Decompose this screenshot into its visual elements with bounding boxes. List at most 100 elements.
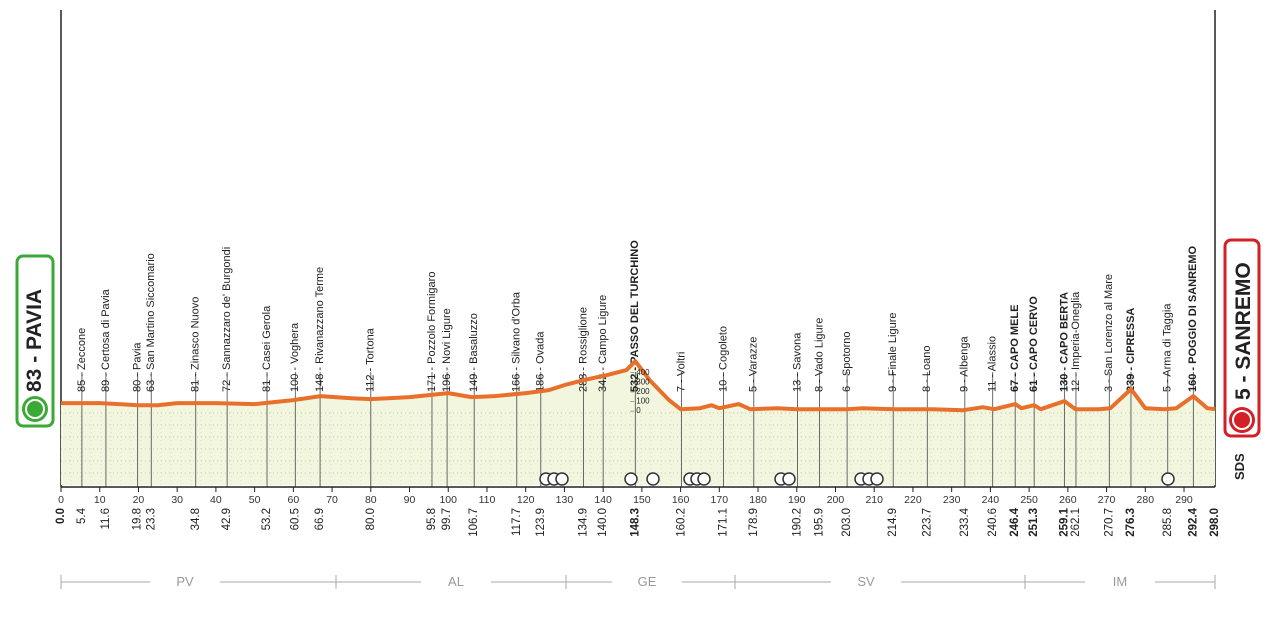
km-label: 251.3 <box>1028 508 1040 537</box>
km-label: 233.4 <box>959 507 971 536</box>
waypoint-label: 61 - CAPO CERVO <box>1028 296 1040 392</box>
x-tick-label: 20 <box>133 494 145 506</box>
x-tick-label: 160 <box>672 494 690 506</box>
x-tick-label: 10 <box>94 494 106 506</box>
x-tick-label: 220 <box>904 494 922 506</box>
km-label: 34.8 <box>190 508 202 530</box>
waypoint-label: 8 - Vado Ligure <box>814 318 826 392</box>
km-label: 123.9 <box>535 508 547 537</box>
km-label: 259.1 <box>1058 507 1070 536</box>
waypoint-label: 186 - Ovada <box>535 331 547 392</box>
province: GE <box>638 574 657 589</box>
waypoint-label: 11 - Alassio <box>987 336 999 392</box>
x-tick-label: 230 <box>943 494 961 506</box>
label-bg <box>831 572 901 590</box>
icon <box>646 472 660 486</box>
km-label: 160.2 <box>675 508 687 537</box>
waypoint-label: 171 - Pozzolo Formigaro <box>426 272 438 392</box>
badge-frame <box>15 254 55 428</box>
start-badge: 83 - PAVIA <box>15 254 55 428</box>
finish-badge: 5 - SANREMO <box>1223 238 1261 438</box>
waypoint-label: 100 - Voghera <box>289 322 301 392</box>
finish-name: 5 - SANREMO <box>1232 262 1255 400</box>
brand: SDS <box>1232 453 1247 480</box>
x-tick-label: 110 <box>479 494 496 506</box>
waypoint-label: 8 - Loano <box>921 346 933 392</box>
y-tick-label: 0 <box>636 406 641 415</box>
km-label: 292.4 <box>1187 507 1199 536</box>
waypoint-label: 81 - Zinasco Nuovo <box>190 297 202 392</box>
x-tick-label: 170 <box>711 494 729 506</box>
waypoint-label: 63 - San Martino Siccomario <box>145 253 157 392</box>
waypoint-label: 166 - Silvano d'Orba <box>511 291 523 392</box>
km-label: 195.9 <box>814 508 826 537</box>
x-tick-label: 250 <box>1020 494 1038 506</box>
icon <box>624 472 638 486</box>
x-tick-label: 280 <box>1137 494 1155 506</box>
x-tick-label: 70 <box>326 494 338 506</box>
start-name: 83 - PAVIA <box>23 289 46 392</box>
x-tick-label: 50 <box>249 494 261 506</box>
waypoint-label: 342 - Campo Ligure <box>597 295 609 392</box>
province: PV <box>176 574 194 589</box>
x-tick-label: 60 <box>288 494 300 506</box>
waypoint-label: 12 - Imperia-Oneglia <box>1070 291 1082 392</box>
km-label: 223.7 <box>921 508 933 537</box>
waypoint-label: 130 - CAPO BERTA <box>1058 292 1070 392</box>
km-label: 99.7 <box>441 508 453 530</box>
waypoint-label: 532 - PASSO DEL TURCHINO <box>629 240 641 392</box>
km-label: 117.7 <box>511 508 523 536</box>
route-icons <box>539 472 1175 486</box>
x-tick-label: 260 <box>1059 494 1077 506</box>
waypoint-label: 72 - Sannazzaro de' Burgondi <box>221 247 233 392</box>
waypoint-label: 148 - Rivanazzano Terme <box>314 267 326 392</box>
finish-icon-ring <box>1232 410 1252 430</box>
x-tick-label: 290 <box>1175 494 1193 506</box>
km-label: 42.9 <box>221 508 233 530</box>
waypoint-label: 196 - Novi Ligure <box>441 308 453 392</box>
waypoint-label: 80 - Pavia <box>132 342 144 392</box>
province: AL <box>448 574 464 589</box>
label-bg <box>612 572 682 590</box>
x-tick-label: 80 <box>365 494 377 506</box>
km-label: 95.8 <box>426 508 438 530</box>
icon <box>782 472 796 486</box>
km-label: 262.1 <box>1070 508 1082 537</box>
x-tick-label: 30 <box>171 494 183 506</box>
km-label: 106.7 <box>468 508 480 537</box>
km-label: 190.2 <box>792 508 804 537</box>
km-label: 178.9 <box>748 508 760 537</box>
icon <box>697 472 711 486</box>
waypoint-label: 3 - San Lorenzo al Mare <box>1103 274 1115 392</box>
waypoint-label: 160 - POGGIO DI SANREMO <box>1187 245 1199 392</box>
x-tick-label: 90 <box>404 494 416 506</box>
km-label: 148.3 <box>629 508 641 537</box>
province: SV <box>857 574 875 589</box>
badge-frame <box>1223 238 1261 438</box>
km-label: 66.9 <box>314 508 326 530</box>
waypoint-label: 67 - CAPO MELE <box>1009 305 1021 392</box>
km-label: 11.6 <box>100 508 112 530</box>
y-tick-label: 100 <box>636 397 650 406</box>
waypoint-label: 288 - Rossiglione <box>577 307 589 392</box>
km-label: 285.8 <box>1162 508 1174 537</box>
km-label: 80.0 <box>365 508 377 530</box>
km-label: 0.0 <box>55 508 67 524</box>
x-tick-label: 210 <box>865 494 883 506</box>
x-tick-label: 150 <box>633 494 651 506</box>
waypoint-label: 10 - Cogoleto <box>717 326 729 392</box>
x-tick-label: 190 <box>788 494 806 506</box>
x-tick-label: 130 <box>556 494 574 506</box>
x-tick-label: 180 <box>749 494 767 506</box>
start-icon-ring <box>25 399 45 419</box>
km-label: 203.0 <box>841 508 853 537</box>
y-tick-label: 200 <box>636 387 650 396</box>
km-label: 60.5 <box>289 508 301 530</box>
icon <box>870 472 884 486</box>
x-tick-label: 0 <box>58 494 64 506</box>
icon <box>555 472 569 486</box>
x-tick-label: 200 <box>827 494 845 506</box>
waypoint-label: 149 - Basaluzzo <box>468 313 480 392</box>
km-label: 23.3 <box>145 508 157 530</box>
